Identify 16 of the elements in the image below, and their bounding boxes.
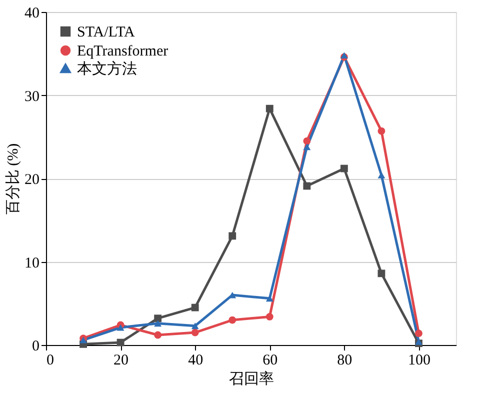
x-tick-label: 20 xyxy=(114,352,129,368)
x-tick-label: 40 xyxy=(188,352,204,368)
legend-label: 本文方法 xyxy=(77,60,137,78)
legend-label: STA/LTA xyxy=(77,24,136,40)
y-tick-label: 0 xyxy=(32,338,40,354)
y-tick-label: 20 xyxy=(24,172,40,188)
x-tick-label: 60 xyxy=(262,352,278,368)
y-tick-label: 10 xyxy=(24,255,40,272)
legend-label: EqTransformer xyxy=(77,44,168,60)
y-tick-label: 40 xyxy=(24,6,40,22)
x-tick-label: 80 xyxy=(337,352,352,368)
x-tick-label: 100 xyxy=(408,352,430,368)
y-tick-label: 30 xyxy=(24,88,40,105)
x-axis-title: 召回率 xyxy=(229,370,274,388)
x-tick-label: 0 xyxy=(46,352,54,368)
y-axis-title: 百分比 (%) xyxy=(4,143,22,215)
